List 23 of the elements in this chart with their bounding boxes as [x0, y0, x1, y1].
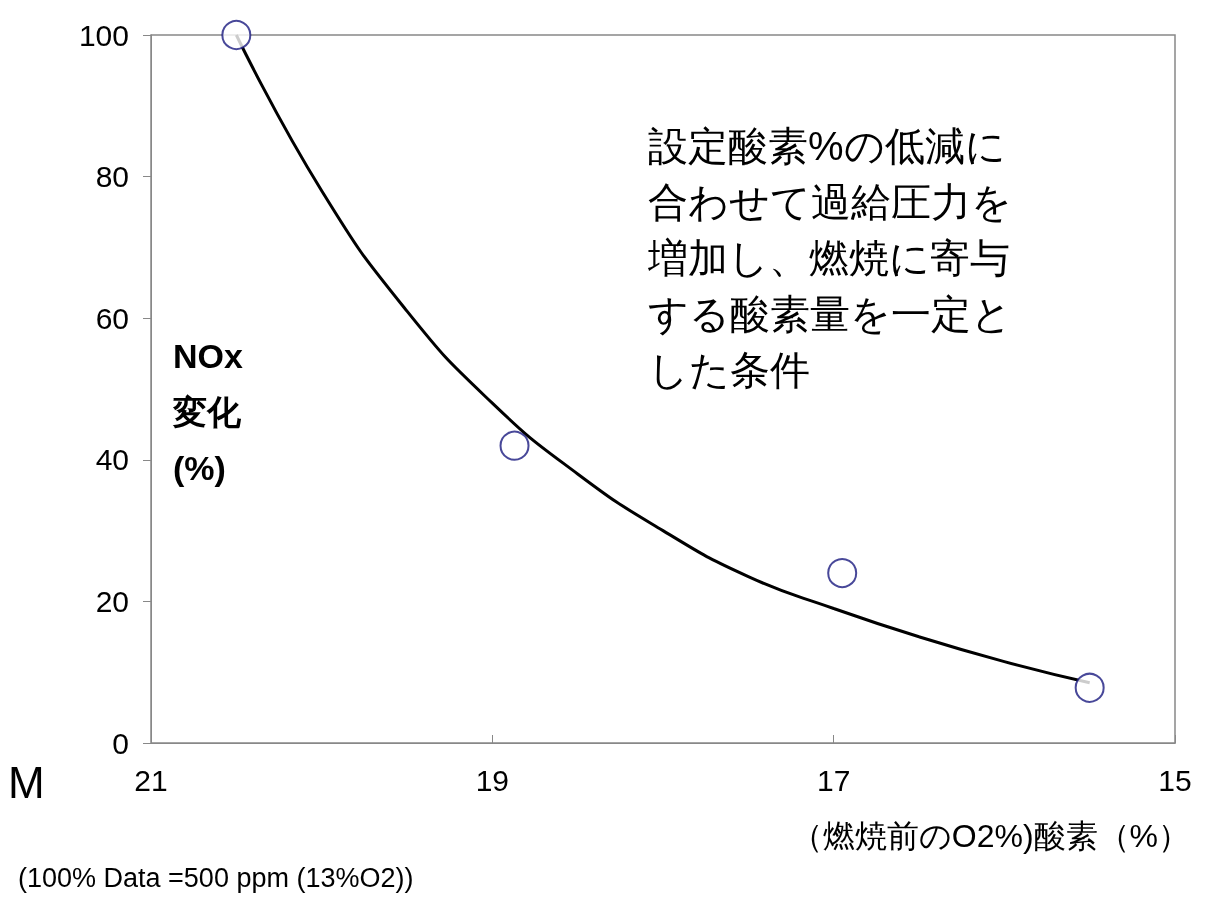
y-tick-label: 60 — [95, 301, 129, 335]
annotation: 合わせて過給圧力を — [648, 180, 1012, 224]
x-tick-label: 21 — [134, 763, 168, 797]
y-tick-label: 40 — [95, 443, 129, 477]
point — [499, 430, 530, 461]
point — [221, 20, 252, 50]
y-tick-label: 0 — [112, 726, 129, 760]
text: (100% Data =500 ppm (13%O2)) — [18, 862, 414, 893]
point — [827, 558, 858, 589]
annotation: した条件 — [648, 348, 810, 392]
y-tick-label: 100 — [78, 18, 129, 52]
annotation: 設定酸素%の低減に — [648, 124, 1006, 168]
x-tick-label: 15 — [1158, 763, 1192, 797]
x-tick-label: 19 — [475, 763, 510, 797]
y-axis-title: NOx 変化 (%) — [172, 337, 243, 487]
text: M — [8, 757, 45, 807]
annotation: 増加し、燃焼に寄与 — [647, 236, 1010, 280]
y-tick-label: 20 — [95, 584, 129, 618]
x-tick-label: 17 — [816, 763, 851, 797]
point — [1074, 672, 1105, 703]
x-axis-title: （燃焼前のO2%)酸素（%） — [790, 818, 1190, 854]
y-tick-label: 80 — [95, 160, 129, 194]
annotation: する酸素量を一定と — [648, 292, 1012, 336]
